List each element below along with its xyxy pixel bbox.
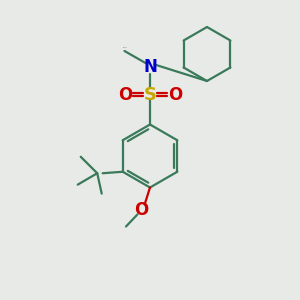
Text: O: O: [118, 85, 132, 103]
Text: O: O: [168, 85, 182, 103]
Text: S: S: [143, 85, 157, 103]
Text: O: O: [134, 201, 148, 219]
Text: N: N: [143, 58, 157, 76]
Text: methyl: methyl: [123, 47, 128, 48]
